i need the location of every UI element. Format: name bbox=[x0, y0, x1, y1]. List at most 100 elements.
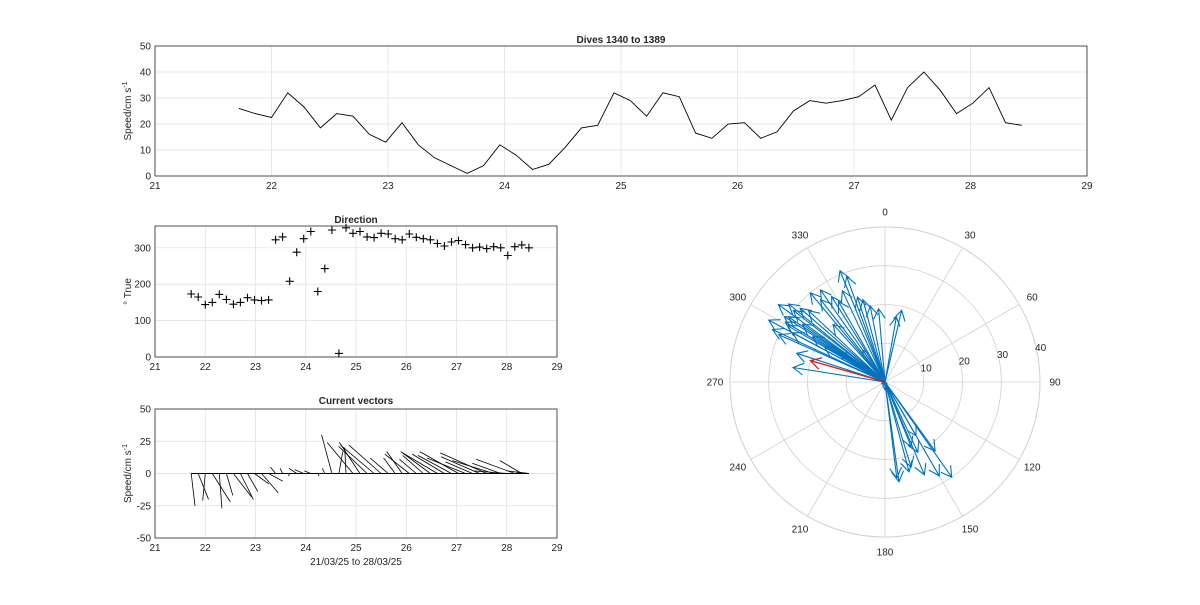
current-arrow bbox=[873, 307, 886, 383]
current-vector-stick bbox=[233, 473, 252, 497]
x-tick-label: 26 bbox=[401, 543, 413, 554]
current-arrow bbox=[838, 351, 886, 383]
polar-spoke bbox=[750, 381, 886, 460]
current-arrow bbox=[859, 298, 886, 383]
polar-angle-label: 180 bbox=[877, 548, 894, 559]
speed-series-line bbox=[238, 71, 1022, 174]
current-vector-stick bbox=[338, 451, 344, 474]
x-tick-label: 27 bbox=[848, 181, 860, 192]
y-tick-label: 0 bbox=[145, 172, 151, 183]
direction-point bbox=[257, 296, 266, 305]
current-vector-stick bbox=[426, 457, 466, 474]
y-tick-label: 300 bbox=[134, 243, 151, 254]
y-tick-label: 30 bbox=[140, 94, 152, 105]
current-vector-stick bbox=[254, 473, 269, 485]
direction-point bbox=[201, 300, 210, 309]
y-tick-label: 100 bbox=[134, 316, 151, 327]
x-tick-label: 22 bbox=[200, 543, 212, 554]
vectors-chart-title: Current vectors bbox=[319, 396, 394, 407]
x-tick-label: 28 bbox=[965, 181, 977, 192]
direction-point bbox=[433, 239, 442, 248]
current-arrow bbox=[862, 349, 886, 383]
y-tick-label: 50 bbox=[140, 42, 152, 53]
y-tick-label: -50 bbox=[137, 534, 152, 545]
polar-spoke bbox=[807, 381, 886, 517]
y-tick-label: 20 bbox=[140, 120, 152, 131]
x-axis-label: 21/03/25 to 28/03/25 bbox=[310, 557, 402, 568]
current-vector-stick bbox=[384, 453, 410, 474]
direction-point bbox=[370, 233, 379, 242]
x-tick-label: 26 bbox=[401, 362, 413, 373]
current-vector-stick bbox=[338, 446, 368, 474]
x-tick-label: 28 bbox=[501, 543, 513, 554]
direction-point bbox=[454, 236, 463, 245]
current-arrow bbox=[809, 292, 886, 383]
speed-timeseries-panel: Dives 1340 to 1389 21 22 23 24 25 26 27 28 29 0 10… bbox=[122, 35, 1093, 192]
polar-angle-label: 330 bbox=[792, 230, 809, 241]
direction-point bbox=[524, 243, 533, 252]
direction-point bbox=[250, 295, 259, 304]
current-vector-stick bbox=[411, 453, 445, 474]
polar-radial-label: 10 bbox=[921, 363, 933, 374]
current-vector-stick bbox=[400, 451, 431, 474]
x-tick-label: 22 bbox=[266, 181, 278, 192]
direction-point bbox=[187, 290, 196, 298]
current-arrow bbox=[884, 381, 936, 452]
polar-angle-label: 240 bbox=[729, 463, 746, 474]
current-arrow bbox=[807, 309, 886, 383]
direction-point bbox=[384, 230, 393, 238]
y-axis-label: ° True bbox=[123, 278, 134, 305]
y-tick-label: -25 bbox=[137, 501, 152, 512]
y-tick-label: 0 bbox=[145, 469, 151, 480]
polar-rose-panel: 0 30 60 90 120 150 180 210 240 270 300 330 10 20 30 40 bbox=[707, 208, 1061, 559]
current-vector-stick bbox=[304, 470, 311, 474]
current-vector-stick bbox=[197, 473, 209, 500]
current-arrow bbox=[843, 275, 886, 383]
current-arrow bbox=[819, 298, 886, 383]
current-vector-stick bbox=[417, 455, 452, 474]
current-arrow bbox=[884, 381, 920, 454]
x-tick-label: 29 bbox=[1081, 181, 1093, 192]
current-vector-stick bbox=[268, 473, 283, 482]
x-tick-label: 25 bbox=[615, 181, 627, 192]
current-arrow bbox=[884, 381, 903, 480]
x-tick-label: 21 bbox=[149, 543, 161, 554]
direction-point bbox=[194, 293, 203, 301]
current-vector-stick bbox=[288, 473, 291, 477]
current-vector-stick bbox=[279, 468, 283, 474]
direction-point bbox=[285, 277, 294, 286]
y-axis-label-text: ° True bbox=[123, 278, 134, 305]
current-arrow bbox=[832, 323, 886, 383]
y-axis-label-text: Speed/cm s bbox=[123, 88, 134, 141]
x-tick-label: 23 bbox=[382, 181, 394, 192]
direction-point bbox=[208, 298, 217, 307]
direction-point bbox=[440, 242, 449, 250]
current-arrow bbox=[771, 327, 886, 383]
direction-point bbox=[391, 234, 400, 243]
current-arrow bbox=[884, 381, 917, 437]
x-tick-label: 26 bbox=[732, 181, 744, 192]
x-tick-label: 27 bbox=[451, 543, 463, 554]
current-vector-stick bbox=[321, 468, 326, 474]
polar-angle-label: 30 bbox=[964, 230, 976, 241]
x-tick-label: 25 bbox=[350, 362, 362, 373]
current-vector-stick bbox=[348, 444, 382, 474]
current-vector-stick bbox=[445, 461, 473, 474]
current-vector-stick bbox=[402, 455, 424, 474]
x-tick-label: 24 bbox=[300, 543, 312, 554]
current-vector-stick bbox=[383, 457, 396, 474]
direction-point bbox=[496, 243, 505, 252]
y-tick-label: 200 bbox=[134, 280, 151, 291]
direction-point bbox=[426, 235, 435, 244]
direction-point bbox=[342, 223, 350, 232]
polar-spoke bbox=[884, 304, 1020, 383]
polar-angle-label: 0 bbox=[882, 208, 888, 219]
current-vector-stick bbox=[386, 451, 403, 474]
polar-angle-label: 150 bbox=[962, 525, 979, 536]
current-vector-stick bbox=[369, 457, 389, 474]
direction-point bbox=[271, 235, 280, 244]
x-tick-label: 23 bbox=[250, 543, 262, 554]
direction-point bbox=[447, 238, 456, 246]
current-vector-stick bbox=[202, 473, 206, 501]
current-vector-stick bbox=[515, 471, 529, 474]
